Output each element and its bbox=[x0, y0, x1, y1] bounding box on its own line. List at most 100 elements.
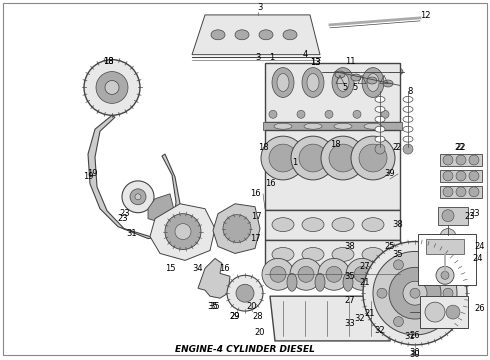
Ellipse shape bbox=[302, 218, 324, 231]
Ellipse shape bbox=[332, 218, 354, 231]
Text: 31: 31 bbox=[127, 229, 137, 238]
Circle shape bbox=[389, 267, 441, 319]
Bar bbox=[420, 296, 468, 328]
Circle shape bbox=[456, 155, 466, 165]
Circle shape bbox=[446, 305, 460, 319]
Circle shape bbox=[374, 258, 406, 290]
Ellipse shape bbox=[302, 68, 324, 98]
Circle shape bbox=[351, 136, 395, 180]
Text: 19: 19 bbox=[87, 170, 97, 179]
Circle shape bbox=[175, 224, 191, 239]
Ellipse shape bbox=[375, 96, 385, 102]
Circle shape bbox=[236, 284, 254, 302]
Text: 18: 18 bbox=[330, 140, 341, 149]
Circle shape bbox=[354, 266, 370, 282]
Circle shape bbox=[410, 288, 420, 298]
Circle shape bbox=[165, 214, 201, 249]
Ellipse shape bbox=[403, 116, 413, 122]
Circle shape bbox=[329, 144, 357, 172]
Text: 5: 5 bbox=[343, 83, 347, 92]
Circle shape bbox=[297, 110, 305, 118]
Text: 2: 2 bbox=[392, 143, 397, 152]
Circle shape bbox=[321, 136, 365, 180]
Circle shape bbox=[223, 215, 251, 243]
Circle shape bbox=[318, 258, 350, 290]
Circle shape bbox=[456, 187, 466, 197]
Circle shape bbox=[262, 258, 294, 290]
Text: 38: 38 bbox=[392, 220, 403, 229]
Ellipse shape bbox=[371, 273, 381, 291]
Circle shape bbox=[325, 110, 333, 118]
Circle shape bbox=[353, 110, 361, 118]
Text: 27: 27 bbox=[344, 296, 355, 305]
Circle shape bbox=[443, 187, 453, 197]
Polygon shape bbox=[213, 204, 260, 253]
Text: 16: 16 bbox=[219, 264, 229, 273]
Text: 35: 35 bbox=[392, 250, 403, 259]
Text: 12: 12 bbox=[420, 12, 430, 21]
Circle shape bbox=[443, 155, 453, 165]
Circle shape bbox=[269, 144, 297, 172]
Text: 3: 3 bbox=[255, 53, 261, 62]
Circle shape bbox=[393, 260, 403, 270]
Circle shape bbox=[359, 144, 387, 172]
Ellipse shape bbox=[235, 30, 249, 40]
Circle shape bbox=[469, 155, 479, 165]
Text: 32: 32 bbox=[375, 327, 385, 336]
Ellipse shape bbox=[334, 123, 352, 129]
Text: 4: 4 bbox=[302, 50, 308, 59]
Circle shape bbox=[441, 271, 449, 279]
Text: 28: 28 bbox=[253, 311, 263, 320]
Text: 34: 34 bbox=[193, 264, 203, 273]
Text: 20: 20 bbox=[247, 302, 257, 311]
Text: 25: 25 bbox=[385, 242, 395, 251]
Circle shape bbox=[443, 288, 453, 298]
Bar bbox=[426, 239, 464, 255]
Text: 15: 15 bbox=[165, 264, 175, 273]
Text: 35: 35 bbox=[210, 302, 220, 311]
Ellipse shape bbox=[367, 68, 381, 76]
Circle shape bbox=[270, 266, 286, 282]
Polygon shape bbox=[198, 258, 230, 298]
Polygon shape bbox=[148, 194, 175, 224]
Circle shape bbox=[469, 171, 479, 181]
Polygon shape bbox=[150, 204, 215, 260]
Text: 21: 21 bbox=[360, 278, 370, 287]
Text: 23: 23 bbox=[118, 214, 128, 223]
Circle shape bbox=[381, 110, 389, 118]
Ellipse shape bbox=[367, 73, 379, 91]
Text: 29: 29 bbox=[230, 311, 240, 320]
Ellipse shape bbox=[277, 73, 289, 91]
Circle shape bbox=[227, 275, 263, 311]
Circle shape bbox=[261, 136, 305, 180]
Text: 22: 22 bbox=[455, 143, 465, 152]
Circle shape bbox=[377, 288, 387, 298]
Circle shape bbox=[290, 258, 322, 290]
Text: 8: 8 bbox=[407, 87, 413, 96]
Bar bbox=[265, 210, 400, 239]
Ellipse shape bbox=[403, 106, 413, 112]
Text: 16: 16 bbox=[265, 179, 275, 188]
Circle shape bbox=[326, 266, 342, 282]
Text: 35: 35 bbox=[344, 272, 355, 281]
Circle shape bbox=[382, 266, 398, 282]
Ellipse shape bbox=[403, 96, 413, 102]
Circle shape bbox=[298, 266, 314, 282]
Ellipse shape bbox=[367, 77, 377, 84]
Circle shape bbox=[363, 242, 467, 345]
Text: 21: 21 bbox=[365, 309, 375, 318]
Circle shape bbox=[299, 144, 327, 172]
Circle shape bbox=[373, 252, 457, 335]
Circle shape bbox=[269, 110, 277, 118]
Circle shape bbox=[291, 136, 335, 180]
Text: 26: 26 bbox=[410, 332, 420, 341]
Text: 33: 33 bbox=[344, 319, 355, 328]
Circle shape bbox=[105, 81, 119, 94]
Text: 3: 3 bbox=[257, 4, 263, 13]
Text: 5: 5 bbox=[352, 83, 358, 92]
Ellipse shape bbox=[274, 123, 292, 129]
Ellipse shape bbox=[287, 273, 297, 291]
Ellipse shape bbox=[211, 30, 225, 40]
Circle shape bbox=[122, 181, 154, 213]
Text: 13: 13 bbox=[310, 58, 320, 67]
